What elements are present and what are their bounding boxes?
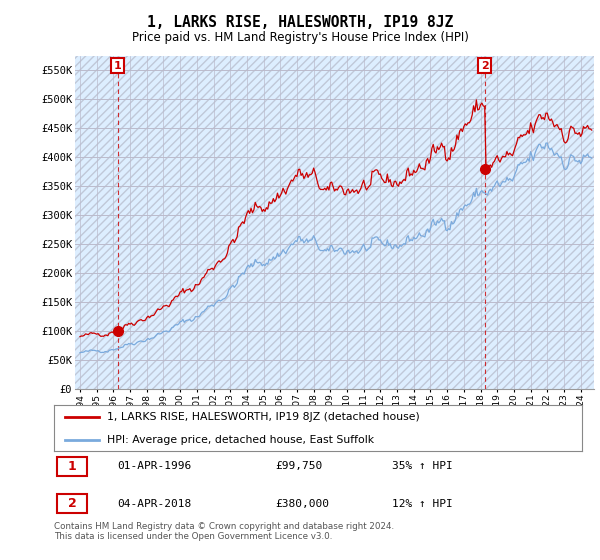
- Text: £380,000: £380,000: [276, 499, 330, 509]
- Text: £99,750: £99,750: [276, 461, 323, 472]
- FancyBboxPatch shape: [56, 457, 87, 476]
- FancyBboxPatch shape: [56, 494, 87, 514]
- Text: HPI: Average price, detached house, East Suffolk: HPI: Average price, detached house, East…: [107, 435, 374, 445]
- Text: 1, LARKS RISE, HALESWORTH, IP19 8JZ (detached house): 1, LARKS RISE, HALESWORTH, IP19 8JZ (det…: [107, 412, 419, 422]
- Text: Contains HM Land Registry data © Crown copyright and database right 2024.
This d: Contains HM Land Registry data © Crown c…: [54, 522, 394, 542]
- Text: 2: 2: [68, 497, 76, 510]
- Text: 35% ↑ HPI: 35% ↑ HPI: [392, 461, 452, 472]
- Text: 01-APR-1996: 01-APR-1996: [118, 461, 191, 472]
- Text: 1, LARKS RISE, HALESWORTH, IP19 8JZ: 1, LARKS RISE, HALESWORTH, IP19 8JZ: [147, 15, 453, 30]
- Text: Price paid vs. HM Land Registry's House Price Index (HPI): Price paid vs. HM Land Registry's House …: [131, 31, 469, 44]
- Text: 2: 2: [481, 61, 488, 71]
- Text: 04-APR-2018: 04-APR-2018: [118, 499, 191, 509]
- Text: 1: 1: [68, 460, 76, 473]
- Text: 1: 1: [113, 61, 121, 71]
- Text: 12% ↑ HPI: 12% ↑ HPI: [392, 499, 452, 509]
